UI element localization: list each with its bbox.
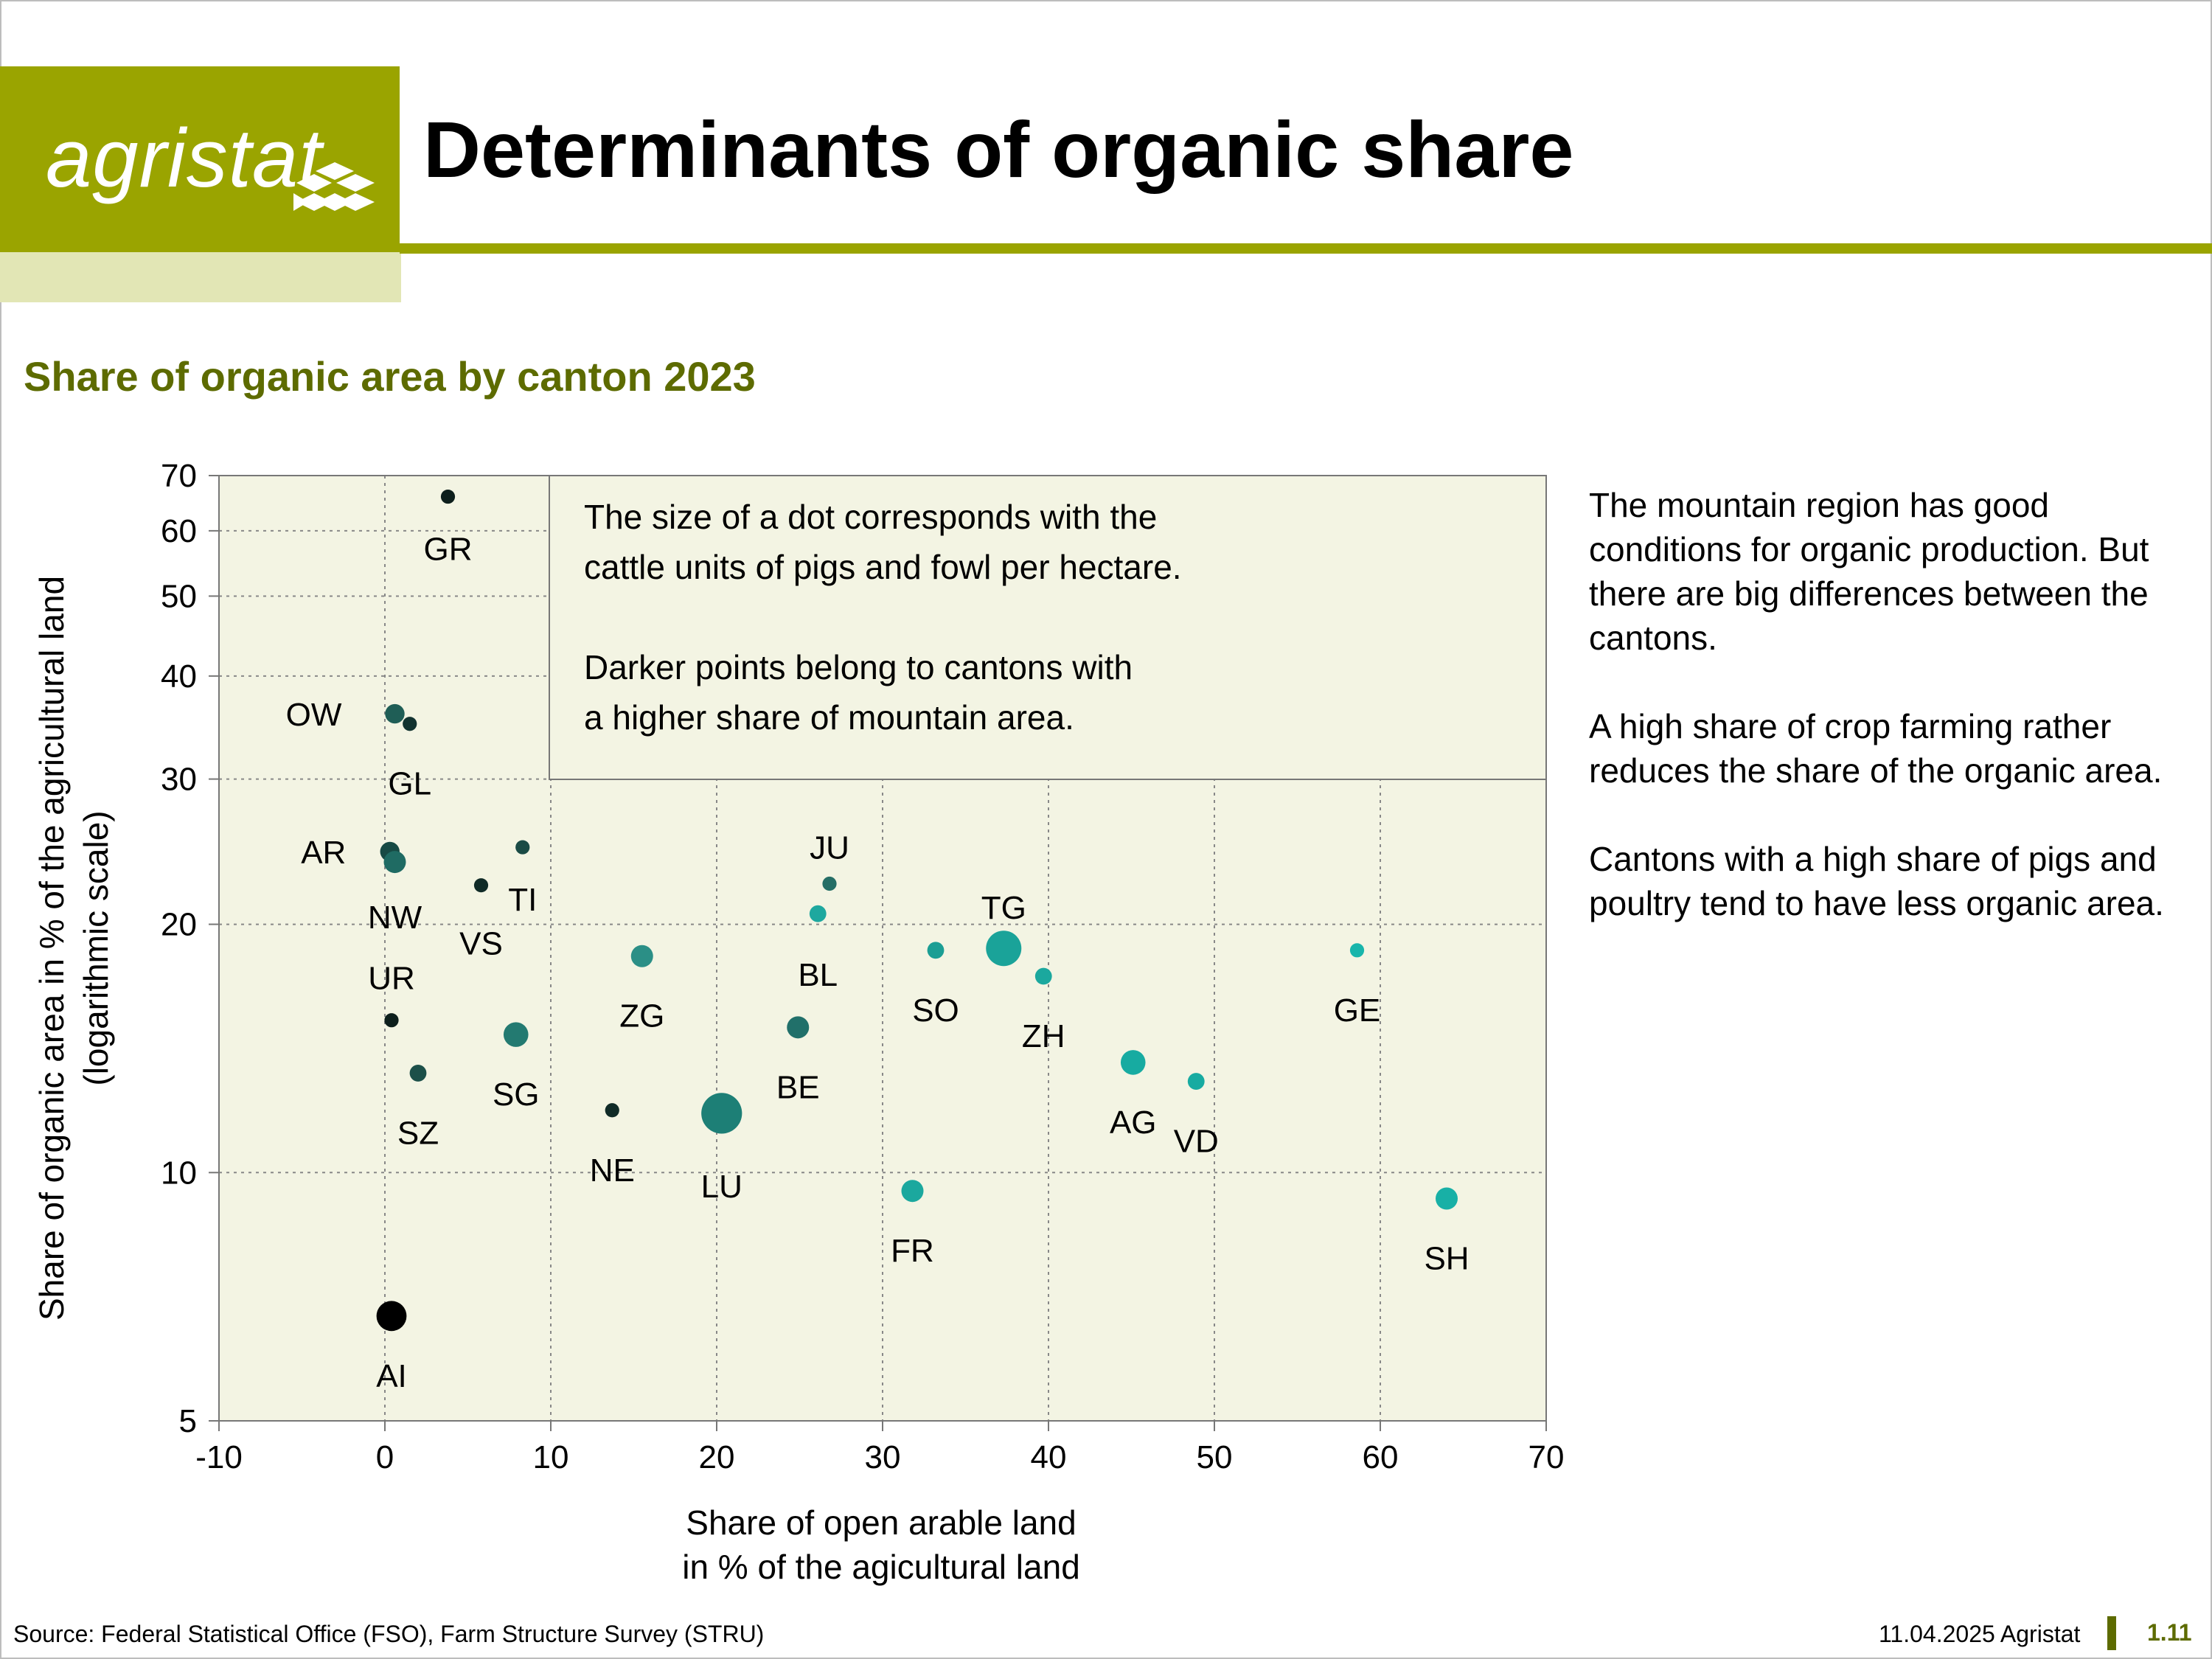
page-number: 1.11 xyxy=(2147,1619,2192,1646)
data-point-ai xyxy=(376,1301,407,1332)
y-axis-title: Share of organic area in % of the agricu… xyxy=(32,576,115,1321)
x-tick-label: 50 xyxy=(1197,1439,1233,1475)
point-label-zg: ZG xyxy=(619,998,664,1034)
y-tick-label: 40 xyxy=(161,658,197,695)
data-point-ne xyxy=(605,1103,619,1118)
data-point-nw xyxy=(383,851,406,874)
point-label-so: SO xyxy=(912,992,959,1029)
y-tick-label: 5 xyxy=(179,1403,197,1439)
annotation-text: cattle units of pigs and fowl per hectar… xyxy=(584,548,1182,586)
logo-shadow xyxy=(0,252,401,302)
data-point-gl xyxy=(403,717,417,731)
annotation-text: a higher share of mountain area. xyxy=(584,698,1074,737)
x-tick-label: 20 xyxy=(699,1439,735,1475)
point-label-ar: AR xyxy=(301,835,346,871)
data-point-ge xyxy=(1349,943,1365,958)
commentary-paragraph-3: Cantons with a high share of pigs and po… xyxy=(1589,840,2164,922)
data-point-ti xyxy=(515,840,530,855)
point-label-sz: SZ xyxy=(397,1115,439,1151)
y-tick-label: 50 xyxy=(161,578,197,614)
chart-subtitle: Share of organic area by canton 2023 xyxy=(24,353,756,400)
annotation-text: Darker points belong to cantons with xyxy=(584,648,1133,686)
commentary-paragraph-1: The mountain region has good conditions … xyxy=(1589,486,2149,657)
page-number-bar xyxy=(2107,1616,2116,1650)
point-label-ur: UR xyxy=(368,961,415,997)
y-axis-title-line-1: Share of organic area in % of the agricu… xyxy=(32,576,71,1321)
data-point-ow xyxy=(385,703,405,724)
data-point-zg xyxy=(630,945,653,967)
annotation-text: The size of a dot corresponds with the xyxy=(584,498,1157,536)
data-point-bl xyxy=(809,905,827,922)
x-tick-label: 0 xyxy=(376,1439,394,1475)
data-point-tg xyxy=(986,931,1022,967)
point-label-ag: AG xyxy=(1110,1105,1157,1141)
logo-panel xyxy=(0,66,400,252)
point-label-bl: BL xyxy=(798,957,838,993)
point-label-fr: FR xyxy=(891,1233,934,1269)
point-label-ju: JU xyxy=(810,830,849,866)
x-tick-label: 30 xyxy=(865,1439,901,1475)
point-label-ai: AI xyxy=(376,1358,407,1394)
y-tick-label: 30 xyxy=(161,762,197,798)
point-label-vs: VS xyxy=(459,926,503,962)
point-label-vd: VD xyxy=(1174,1124,1219,1160)
x-axis-title-line-1: Share of open arable land xyxy=(686,1503,1077,1542)
data-point-be xyxy=(787,1016,810,1039)
point-label-gl: GL xyxy=(388,766,431,802)
data-point-ju xyxy=(822,876,837,891)
point-label-ne: NE xyxy=(590,1152,635,1189)
data-point-gr xyxy=(440,489,456,504)
x-tick-label: -10 xyxy=(195,1439,243,1475)
data-point-lu xyxy=(701,1093,742,1134)
data-point-zh xyxy=(1034,967,1052,985)
y-tick-label: 10 xyxy=(161,1155,197,1191)
commentary-paragraph-2: A high share of crop farming rather redu… xyxy=(1589,707,2163,790)
y-tick-label: 70 xyxy=(161,458,197,494)
point-label-gr: GR xyxy=(424,532,473,568)
data-point-vs xyxy=(473,878,489,893)
data-point-ag xyxy=(1120,1050,1146,1075)
y-tick-label: 60 xyxy=(161,513,197,549)
footer-date: 11.04.2025 Agristat xyxy=(1879,1621,2081,1647)
x-axis-title-line-2: in % of the agicultural land xyxy=(682,1548,1080,1586)
annotation-box xyxy=(549,475,1547,780)
commentary: The mountain region has good conditions … xyxy=(1589,483,2194,970)
x-tick-label: 60 xyxy=(1363,1439,1399,1475)
x-tick-label: 10 xyxy=(533,1439,569,1475)
point-label-tg: TG xyxy=(981,890,1026,926)
point-label-be: BE xyxy=(776,1069,820,1105)
scatter-chart: The size of a dot corresponds with the ca… xyxy=(32,458,1565,1475)
point-label-zh: ZH xyxy=(1022,1018,1065,1054)
point-label-nw: NW xyxy=(368,900,422,936)
data-point-fr xyxy=(901,1180,924,1203)
data-point-sz xyxy=(409,1065,427,1082)
data-point-sg xyxy=(503,1022,529,1047)
data-point-ur xyxy=(384,1013,399,1028)
x-axis-title: Share of open arable land in % of the ag… xyxy=(516,1500,1246,1589)
title-rule xyxy=(400,243,2212,254)
data-point-so xyxy=(927,942,945,959)
data-point-vd xyxy=(1187,1073,1205,1090)
page-title: Determinants of organic share xyxy=(423,105,1574,194)
point-label-ow: OW xyxy=(286,697,342,733)
point-label-lu: LU xyxy=(701,1169,742,1205)
logo-text: agristat xyxy=(46,112,323,204)
x-tick-label: 70 xyxy=(1528,1439,1565,1475)
logo-diamond-icon xyxy=(293,162,375,211)
point-label-ti: TI xyxy=(508,882,537,918)
x-tick-label: 40 xyxy=(1031,1439,1067,1475)
point-label-sh: SH xyxy=(1424,1241,1469,1277)
y-axis-title-line-2: (logarithmic scale) xyxy=(77,810,115,1085)
y-tick-label: 20 xyxy=(161,907,197,943)
point-label-sg: SG xyxy=(493,1077,540,1113)
point-label-ge: GE xyxy=(1334,992,1381,1029)
source-note: Source: Federal Statistical Office (FSO)… xyxy=(13,1621,765,1647)
data-point-sh xyxy=(1436,1187,1458,1210)
